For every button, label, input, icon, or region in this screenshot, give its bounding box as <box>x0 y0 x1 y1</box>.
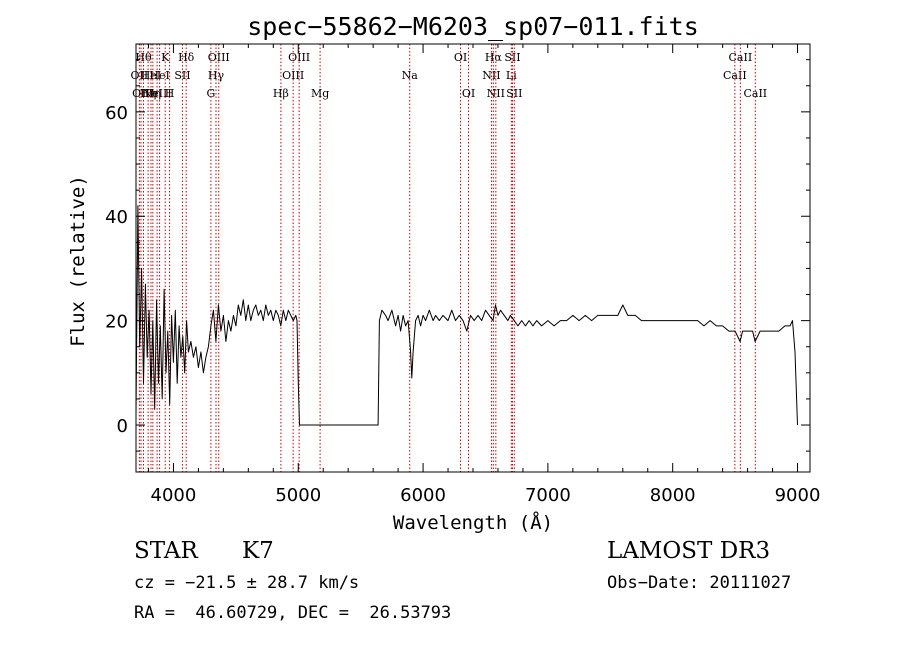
line-marker-label: NeIII <box>143 87 172 100</box>
x-axis-label: Wavelength (Å) <box>393 511 553 534</box>
line-marker-label: CaII <box>743 87 767 100</box>
line-marker-label: OIII <box>282 69 304 82</box>
y-tick-label: 20 <box>105 312 128 333</box>
y-tick-label: 0 <box>117 416 128 437</box>
x-tick-label: 9000 <box>775 485 821 506</box>
x-tick-label: 4000 <box>151 485 197 506</box>
line-marker-label: OII <box>132 87 150 100</box>
line-marker-label: Na <box>402 69 419 82</box>
line-marker-label: H <box>165 87 175 100</box>
line-marker-label: Hθ <box>135 51 152 64</box>
line-marker-label: G <box>206 87 215 100</box>
redshift-value: cz = −21.5 ± 28.7 km/s <box>134 573 360 593</box>
line-marker-label: SII <box>504 51 520 64</box>
line-marker-label: Hδ <box>178 51 195 64</box>
line-marker-label: OIII <box>288 51 310 64</box>
x-tick-label: 6000 <box>400 485 446 506</box>
line-marker-label: Hη <box>140 87 156 100</box>
line-marker-label: SII <box>506 87 522 100</box>
series-line-flux <box>135 205 798 426</box>
y-axis: 0 20 40 60 <box>105 59 810 452</box>
line-marker-label: K <box>161 51 170 64</box>
emission-line-markers: OIIOIIHθHηHeIHηNeIIIHeIKHSIIHδGHγOIIIHβO… <box>131 44 767 472</box>
line-marker-label: Hβ <box>273 87 289 100</box>
chart-title: spec−55862−M6203_sp07−011.fits <box>247 12 699 41</box>
line-marker-label: OI <box>454 51 467 64</box>
coordinates: RA = 46.60729, DEC = 26.53793 <box>134 603 452 623</box>
line-marker-label: CaII <box>729 51 753 64</box>
line-marker-label: SII <box>174 69 190 82</box>
x-tick-label: 5000 <box>275 485 321 506</box>
x-tick-label: 8000 <box>650 485 696 506</box>
x-axis: 4000 5000 6000 7000 8000 9000 <box>147 44 821 506</box>
y-tick-label: 60 <box>105 103 128 124</box>
flux-series <box>135 205 798 426</box>
line-marker-label: CaII <box>723 69 747 82</box>
line-marker-label: NII <box>487 87 505 100</box>
survey-name: LAMOST DR3 <box>607 538 771 564</box>
line-marker-label: OIII <box>208 51 230 64</box>
line-marker-label: Li <box>506 69 517 82</box>
line-marker-label: Mg <box>311 87 329 100</box>
observation-date: Obs−Date: 20111027 <box>607 573 792 593</box>
line-marker-label: HeI <box>141 69 161 82</box>
line-marker-label: HeI <box>149 69 169 82</box>
y-axis-label: Flux (relative) <box>67 175 89 347</box>
line-marker-label: NII <box>482 69 500 82</box>
x-tick-label: 7000 <box>525 485 571 506</box>
line-marker-label: OI <box>462 87 475 100</box>
line-marker-label: Hα <box>485 51 503 64</box>
object-class: STAR <box>134 538 198 564</box>
y-tick-label: 40 <box>105 207 128 228</box>
line-marker-label: Hγ <box>208 69 225 82</box>
object-subclass: K7 <box>242 538 274 564</box>
plot-frame <box>135 43 811 473</box>
